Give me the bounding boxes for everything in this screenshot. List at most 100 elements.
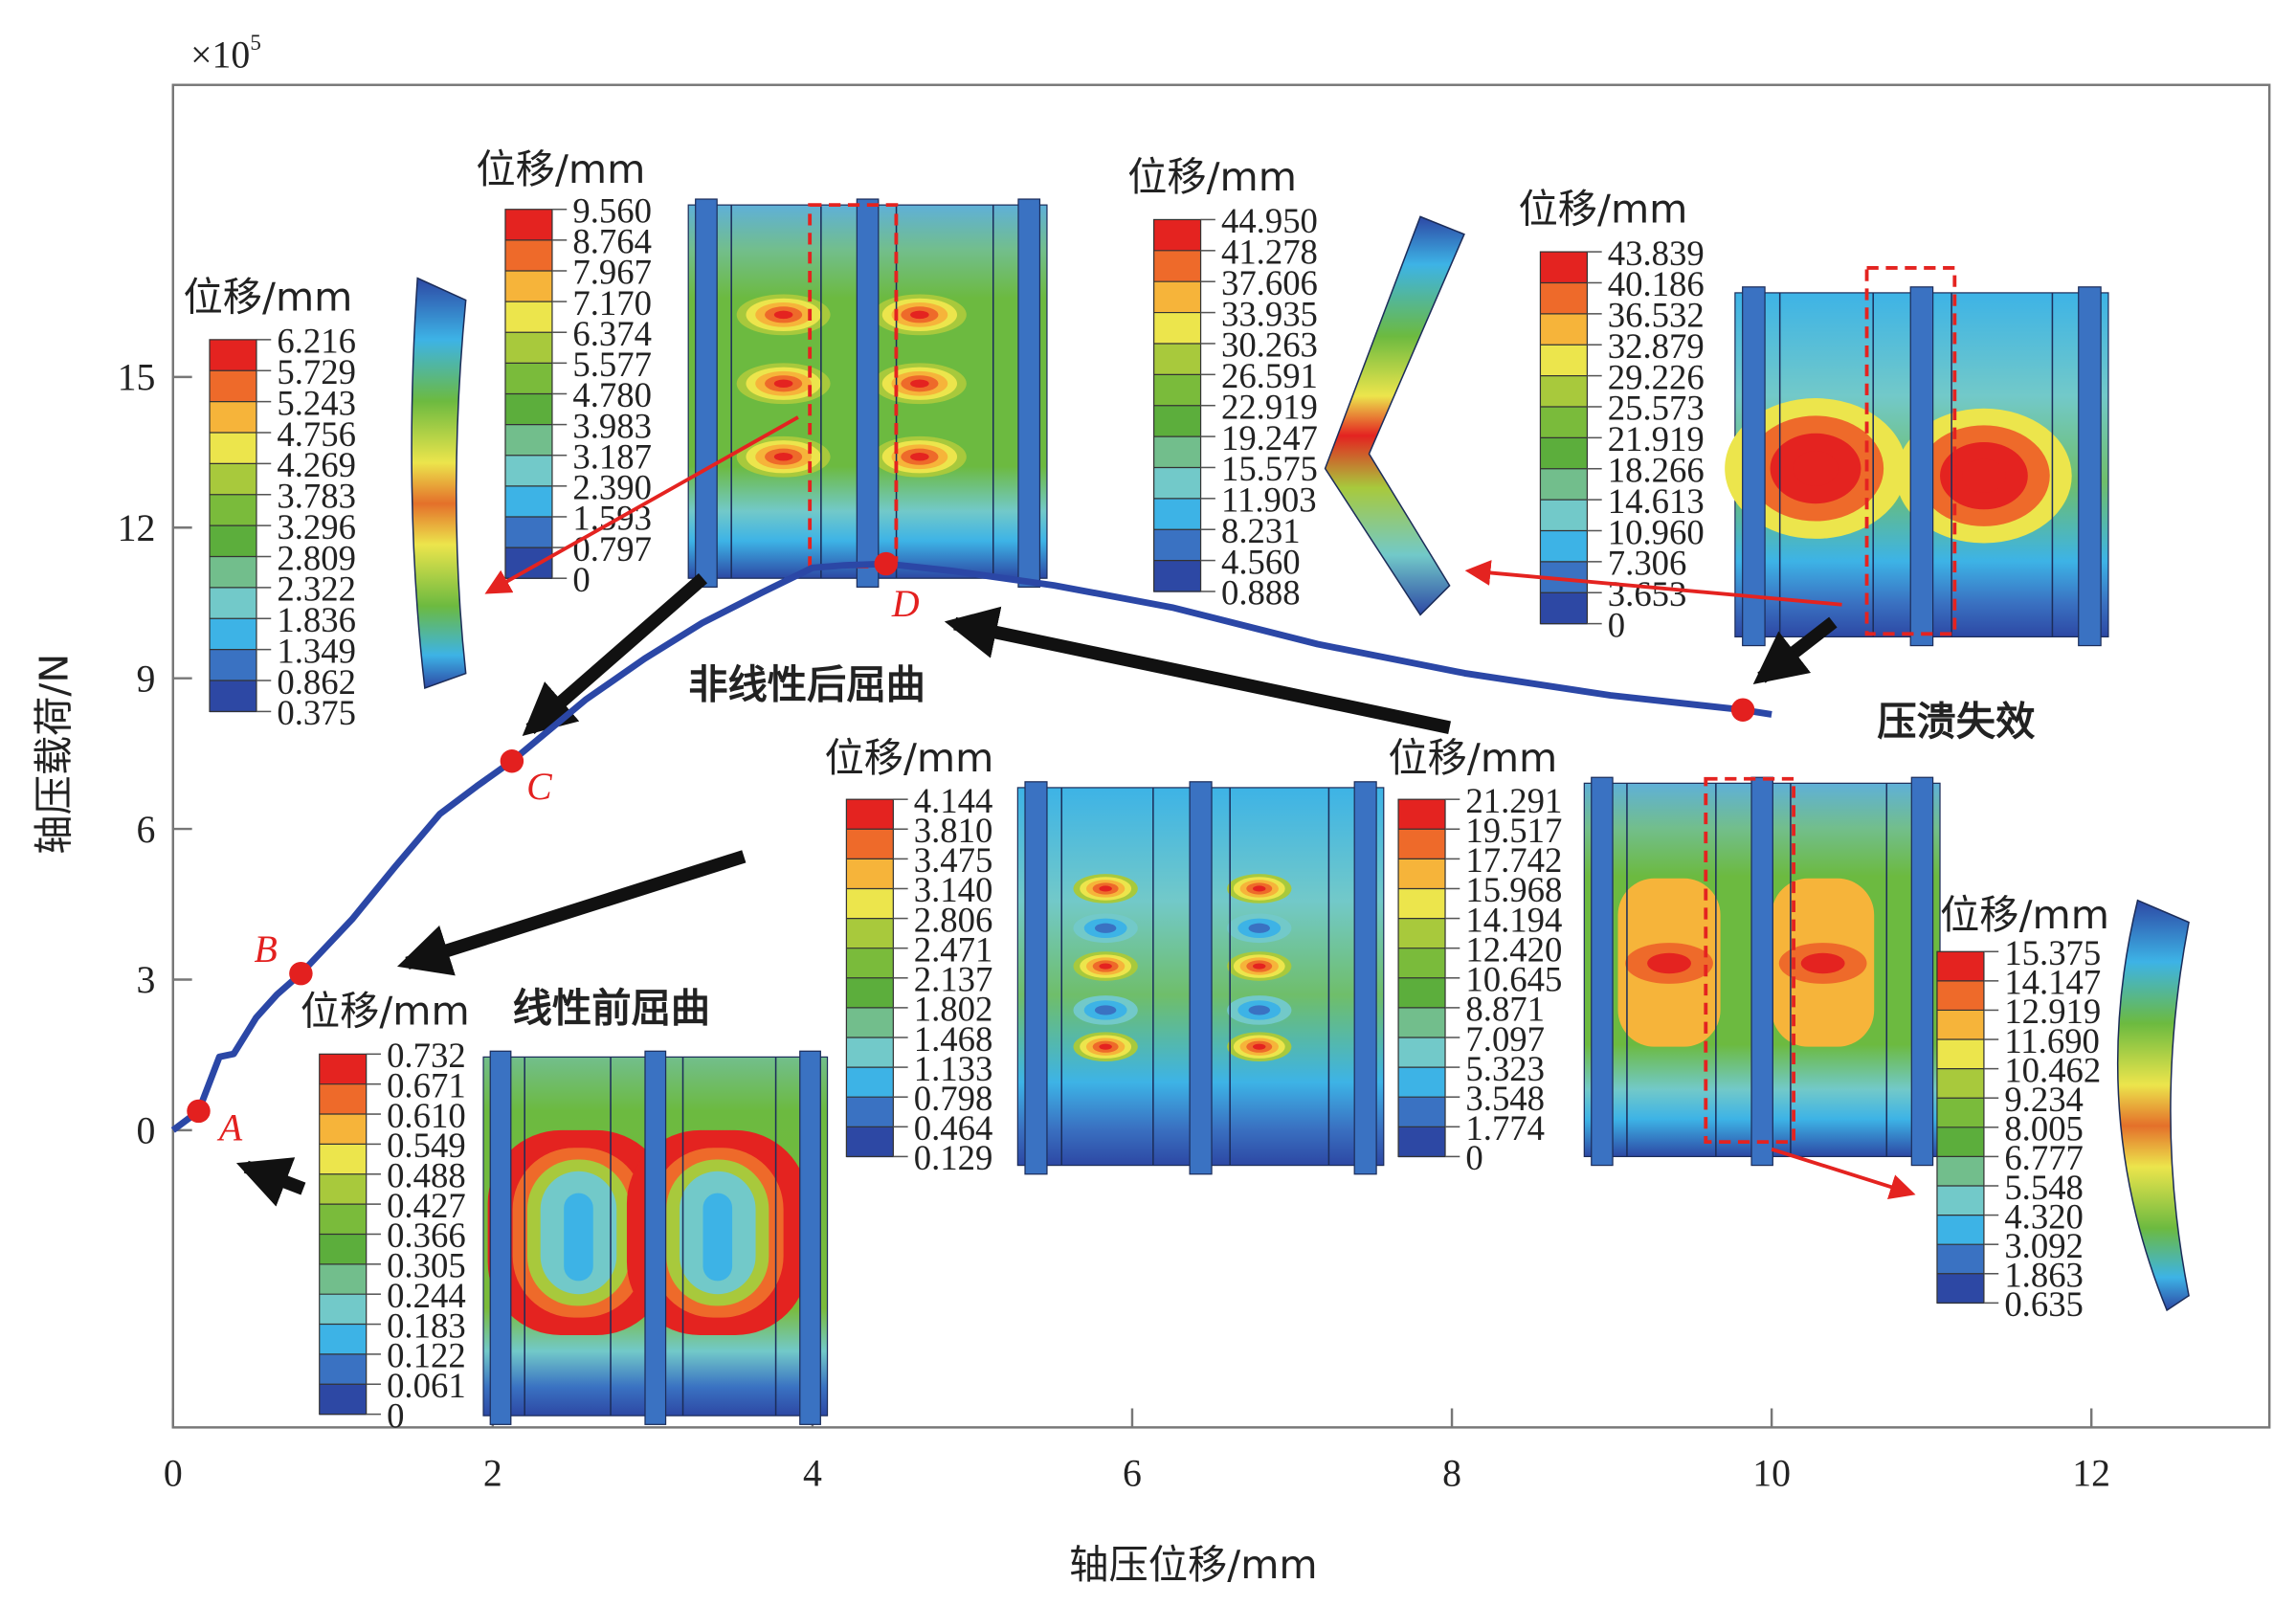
legend-band xyxy=(846,977,894,1009)
legend-value: 4.560 xyxy=(1221,542,1301,581)
legend-band xyxy=(1153,343,1201,376)
point-marker-failure xyxy=(1730,698,1755,722)
legend-band xyxy=(1153,312,1201,345)
legend-band xyxy=(504,363,552,395)
legend-value: 25.573 xyxy=(1608,389,1705,428)
highlight-box xyxy=(808,203,899,569)
legend-band xyxy=(504,547,552,579)
legend-value: 12.420 xyxy=(1465,929,1562,969)
legend-value: 0.244 xyxy=(387,1276,466,1315)
legend-value: 7.306 xyxy=(1608,544,1687,583)
legend-value: 1.836 xyxy=(277,600,356,639)
legend-band xyxy=(210,587,256,620)
legend-band xyxy=(1398,918,1446,949)
column-shape xyxy=(2116,899,2190,1312)
point-marker-B xyxy=(289,961,313,986)
legend-6: 位移/mm4.1443.8103.4753.1402.8062.4712.137… xyxy=(824,735,993,1177)
contour-blob xyxy=(1647,952,1691,974)
contour-blob xyxy=(1099,1043,1112,1050)
arrow-to-a xyxy=(235,1157,306,1207)
legend-band xyxy=(1936,1215,1984,1245)
legend-value: 0.732 xyxy=(387,1036,466,1075)
legend-band xyxy=(504,393,552,426)
contour-blob xyxy=(564,1193,593,1282)
legend-title: 位移/mm xyxy=(824,735,993,781)
legend-value: 1.774 xyxy=(1465,1108,1545,1148)
legend-value: 3.296 xyxy=(277,507,356,546)
legend-band xyxy=(1153,467,1201,500)
contour-blob xyxy=(1099,963,1112,970)
fea-image-mid-post xyxy=(1583,776,1941,1167)
legend-band xyxy=(1540,437,1588,470)
legend-value: 18.266 xyxy=(1608,451,1705,490)
legend-title: 位移/mm xyxy=(1518,187,1687,233)
legend-band xyxy=(1153,405,1201,437)
legend-value: 4.269 xyxy=(277,445,356,484)
legend-band xyxy=(210,370,256,403)
legend-band xyxy=(210,649,256,681)
x-tick-label: 8 xyxy=(1442,1453,1461,1495)
legend-band xyxy=(1153,529,1201,562)
legend-band xyxy=(1398,948,1446,979)
legend-value: 0.549 xyxy=(387,1126,466,1165)
legend-value: 0.375 xyxy=(277,693,356,732)
legend-value: 41.278 xyxy=(1221,233,1318,272)
y-tick-label: 9 xyxy=(137,658,156,700)
legend-value: 3.653 xyxy=(1608,574,1687,613)
annotation-post-buckling: 非线性后屈曲 xyxy=(688,662,925,708)
stiffener xyxy=(695,198,718,588)
y-tick-label: 0 xyxy=(137,1110,156,1152)
legend-1: 位移/mm6.2165.7295.2434.7564.2693.7833.296… xyxy=(183,274,355,732)
legend-value: 5.323 xyxy=(1465,1049,1545,1088)
legend-band xyxy=(504,424,552,457)
legend-value: 7.967 xyxy=(572,253,652,292)
stiffener xyxy=(1017,198,1041,588)
legend-value: 4.756 xyxy=(277,414,356,454)
legend-value: 19.247 xyxy=(1221,418,1318,457)
x-tick-label: 2 xyxy=(483,1453,502,1495)
arrow-to-failure xyxy=(1752,616,1838,684)
legend-value: 11.903 xyxy=(1221,480,1317,520)
legend-value: 2.137 xyxy=(914,960,993,999)
legend-band xyxy=(1936,1244,1984,1275)
legend-value: 0 xyxy=(1465,1138,1482,1177)
stiffener xyxy=(1742,286,1766,647)
legend-value: 36.532 xyxy=(1608,296,1705,335)
contour-blob xyxy=(1793,451,1839,486)
legend-band xyxy=(1936,951,1984,982)
legend-value: 4.320 xyxy=(2004,1196,2084,1236)
fea-column-point-c xyxy=(411,277,467,689)
legend-value: 15.375 xyxy=(2004,933,2101,972)
point-label: B xyxy=(254,928,277,970)
legend-band xyxy=(1398,799,1446,831)
axes xyxy=(171,83,2271,1429)
legend-title: 位移/mm xyxy=(1127,154,1297,200)
legend-band xyxy=(1936,980,1984,1012)
legend-value: 3.140 xyxy=(914,870,993,909)
legend-title: 位移/mm xyxy=(476,146,645,192)
x-tick-label: 0 xyxy=(164,1453,183,1495)
legend-value: 9.560 xyxy=(572,191,652,231)
annotation-crush-failure: 压溃失效 xyxy=(1877,699,2036,745)
annotation-pre-buckling: 线性前屈曲 xyxy=(513,986,710,1032)
legend-value: 4.780 xyxy=(572,375,652,414)
legend-value: 0.427 xyxy=(387,1186,466,1225)
y-tick-label: 6 xyxy=(137,809,156,851)
legend-value: 37.606 xyxy=(1221,263,1318,302)
legend-band xyxy=(319,1324,367,1355)
contour-blob xyxy=(1094,923,1117,933)
stiffener xyxy=(799,1050,821,1425)
red-arrow-detail-d xyxy=(484,415,799,594)
y-scale-label: ×105 xyxy=(190,31,261,76)
legend-band xyxy=(1398,829,1446,860)
legend-value: 10.462 xyxy=(2004,1050,2101,1089)
legend-value: 7.097 xyxy=(1465,1019,1545,1059)
legend-title: 位移/mm xyxy=(1388,735,1557,781)
legend-value: 0.366 xyxy=(387,1216,466,1255)
legend-value: 2.390 xyxy=(572,468,652,507)
legend-value: 8.005 xyxy=(2004,1109,2084,1149)
legend-band xyxy=(210,494,256,526)
legend-8: 位移/mm15.37514.14712.91911.69010.4629.234… xyxy=(1936,892,2109,1324)
legend-band xyxy=(1398,888,1446,920)
